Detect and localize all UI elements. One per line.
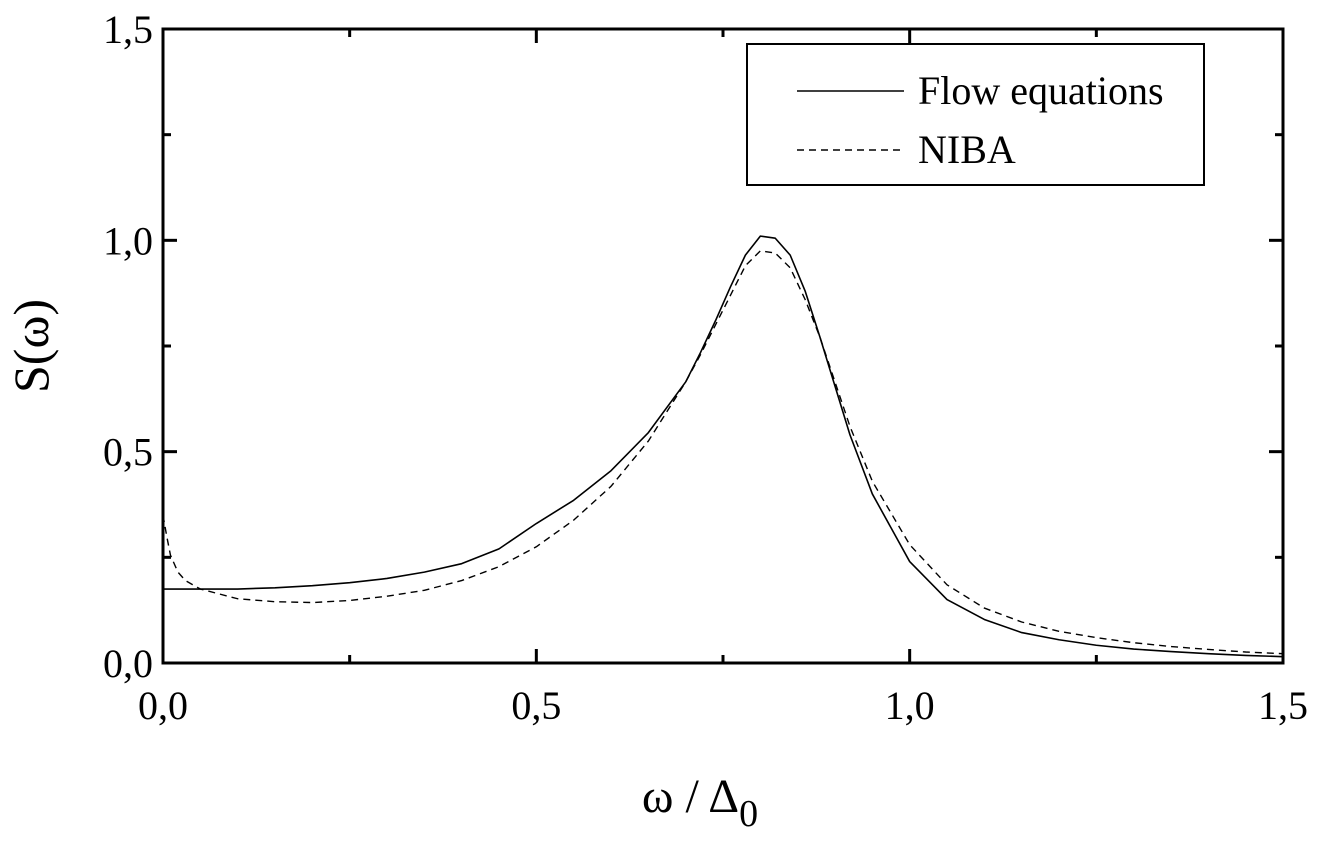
x-tick-label: 0,0 bbox=[138, 683, 188, 728]
plot-frame bbox=[161, 27, 1285, 665]
legend-label-niba: NIBA bbox=[918, 127, 1016, 172]
legend: Flow equations NIBA bbox=[746, 43, 1205, 186]
legend-label-flow-equations: Flow equations bbox=[918, 68, 1164, 113]
series-line-flow-equations bbox=[163, 235, 1284, 658]
series-layer bbox=[162, 235, 1284, 658]
ticks-layer: 0,0 0,5 1,0 1,5 0,0 0,5 1,0 1,5 bbox=[103, 7, 1308, 728]
x-tick-label: 0,5 bbox=[511, 683, 561, 728]
x-axis-title-subscript: 0 bbox=[739, 793, 758, 835]
y-tick-label: 1,0 bbox=[103, 218, 153, 263]
y-tick-label: 1,5 bbox=[103, 7, 153, 52]
x-tick-label: 1,0 bbox=[885, 683, 935, 728]
legend-box bbox=[746, 43, 1205, 186]
x-tick-label: 1,5 bbox=[1258, 683, 1308, 728]
series-line-niba bbox=[162, 250, 1284, 655]
y-axis-title: S(ω) bbox=[3, 299, 59, 393]
y-tick-label: 0,5 bbox=[103, 430, 153, 475]
y-tick-label: 0,0 bbox=[103, 641, 153, 686]
x-axis-title-main: ω / Δ bbox=[642, 770, 739, 823]
x-axis-title: ω / Δ0 bbox=[642, 770, 758, 835]
